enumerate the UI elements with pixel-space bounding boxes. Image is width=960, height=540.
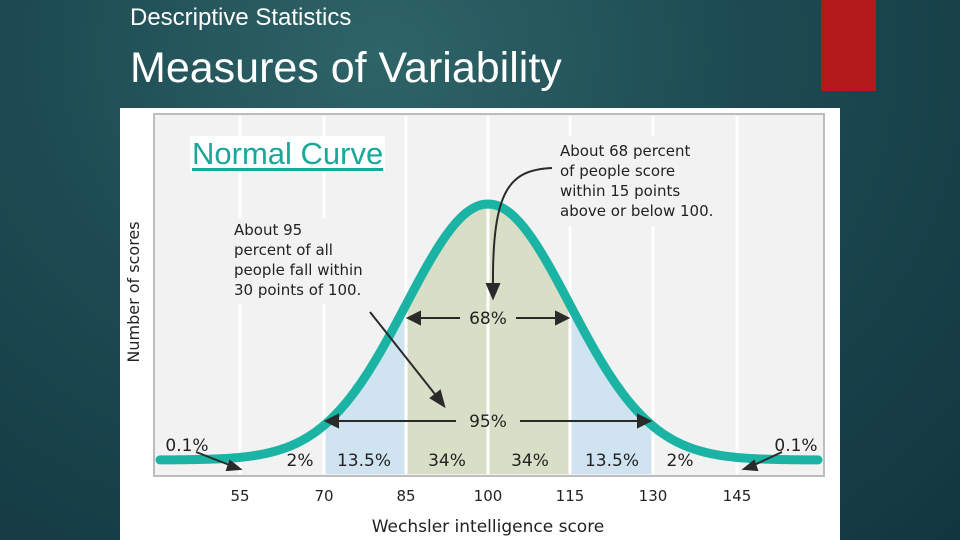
segment-label-4: 34% (511, 451, 549, 471)
pointer-tail-left-head (225, 459, 243, 472)
arrow-68-left-head (405, 310, 421, 326)
pointer-95-note (369, 311, 439, 399)
accent-bar (821, 0, 876, 91)
x-tick-115: 115 (556, 487, 585, 505)
note-95-line-4: 30 points of 100. (234, 281, 361, 299)
note-95-line-3: people fall within (234, 261, 363, 279)
diagram-heading: Normal Curve (190, 136, 386, 172)
tail-label-left: 0.1% (165, 436, 208, 456)
y-axis-title: Number of scores (124, 221, 143, 362)
note-68-line-2: of people score (560, 162, 675, 180)
pointer-68-note (491, 167, 553, 289)
x-tick-70: 70 (314, 487, 333, 505)
diagram-panel: About 68 percent of people score within … (120, 108, 840, 540)
arrow-95-right-head (637, 413, 653, 429)
tail-label-right: 0.1% (774, 436, 817, 456)
segment-label-3: 34% (428, 451, 466, 471)
x-axis-title: Wechsler intelligence score (372, 517, 605, 537)
segment-label-2: 13.5% (337, 451, 391, 471)
x-tick-55: 55 (230, 487, 249, 505)
arrow-68-right-head (555, 310, 571, 326)
segment-label-6: 2% (667, 451, 694, 471)
segment-label-5: 13.5% (585, 451, 639, 471)
pointer-68-head (485, 283, 501, 301)
note-68-line-4: above or below 100. (560, 202, 713, 220)
pointer-95-head (429, 389, 446, 409)
x-tick-85: 85 (396, 487, 415, 505)
bell-curve (155, 199, 823, 465)
slide-title: Measures of Variability (130, 44, 562, 92)
note-95-line-1: About 95 (234, 221, 302, 239)
note-68-line-1: About 68 percent (560, 142, 691, 160)
note-95-bg (230, 218, 382, 304)
pointer-tail-left (195, 451, 233, 467)
slide-subtitle: Descriptive Statistics (130, 4, 352, 31)
pointer-tail-right-head (741, 459, 759, 472)
band-68-label: 68% (469, 309, 507, 329)
band-95-label: 95% (469, 412, 507, 432)
normal-curve-diagram: About 68 percent of people score within … (124, 113, 825, 537)
segment-label-1: 2% (287, 451, 314, 471)
x-tick-100: 100 (474, 487, 503, 505)
note-68-line-3: within 15 points (560, 182, 680, 200)
x-tick-145: 145 (723, 487, 752, 505)
x-tick-130: 130 (639, 487, 668, 505)
note-68-bg (556, 136, 732, 226)
note-95-line-2: percent of all (234, 241, 333, 259)
pointer-tail-right (751, 451, 783, 467)
arrow-95-left-head (323, 413, 339, 429)
